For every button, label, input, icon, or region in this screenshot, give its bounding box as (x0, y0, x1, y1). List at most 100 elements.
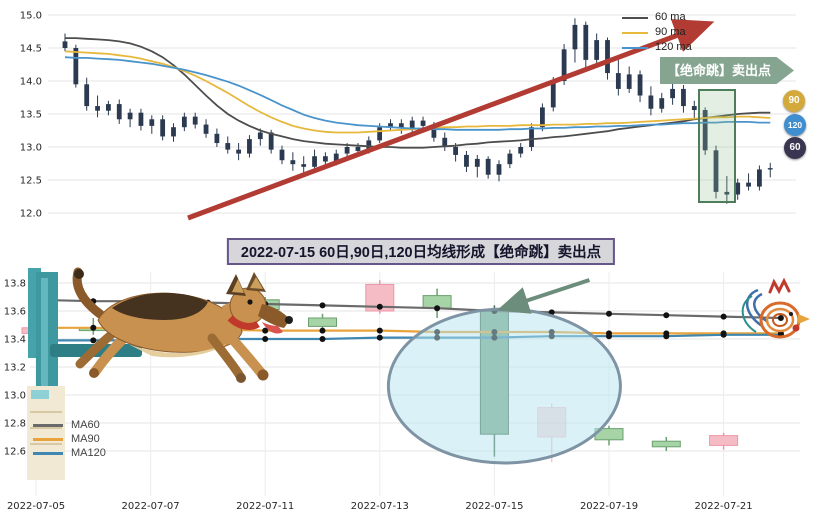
rooster-body-inner (765, 307, 795, 333)
candle-body (702, 110, 708, 151)
y-tick-label: 12.8 (4, 419, 26, 430)
candle-body (377, 127, 383, 141)
candle-body (442, 137, 448, 147)
dog-saddle (112, 292, 208, 320)
ma-marker-dot (90, 324, 97, 331)
daily-plot-area: 15.0 14.5 14.0 13.5 13.0 12.5 12.0 (20, 11, 796, 220)
x-tick-label: 2022-07-11 (236, 501, 294, 512)
platform-base-detail (31, 390, 49, 399)
dog-tail-tip (74, 269, 84, 279)
ma-marker-dot (376, 303, 383, 310)
ma-line-120ma (64, 56, 771, 131)
x-tick-label: 2022-07-13 (351, 501, 409, 512)
zoom-plot-area: 13.8 13.6 13.4 13.2 13.0 12.8 12.6 2022-07-05 20… (4, 272, 800, 512)
ma-marker-dot (319, 302, 326, 309)
sell-point-banner-label: 【绝命跳】卖出点 (666, 63, 771, 78)
dog-front-paw-far (236, 373, 246, 383)
y-tick-label: 13.2 (4, 363, 26, 374)
rooster-wattle (792, 324, 800, 332)
ma90-legend-label: 90 ma (655, 26, 686, 38)
ma-marker-dot (319, 327, 326, 334)
y-tick-label: 12.0 (20, 209, 42, 220)
callout-arrow (496, 278, 591, 314)
y-tick-label: 13.6 (4, 307, 26, 318)
candle-body (713, 150, 719, 192)
zoom-chart: 13.8 13.6 13.4 13.2 13.0 12.8 12.6 2022-07-05 20… (4, 267, 810, 512)
y-tick-label: 13.4 (4, 335, 26, 346)
candle-body (540, 107, 545, 128)
candle-body (84, 84, 90, 107)
candle-body (746, 182, 751, 187)
y-tick-label: 15.0 (20, 11, 42, 22)
candle-body (247, 139, 252, 154)
y-tick-label: 13.0 (4, 391, 26, 402)
x-tick-label: 2022-07-19 (580, 501, 638, 512)
candle-body (138, 112, 144, 126)
ma-marker-dot (262, 327, 269, 334)
dog-ear-inner (250, 277, 263, 289)
ma60-legend-label: 60 ma (655, 11, 686, 23)
candle-body (279, 149, 285, 161)
candle-body (116, 104, 122, 120)
candle-body (73, 48, 79, 85)
candle-body (323, 156, 328, 162)
dog-front-paw-near (257, 369, 269, 381)
legend-row-ma90: 90 ma (622, 25, 692, 40)
candle-body (583, 24, 589, 60)
y-tick-label: 14.0 (20, 77, 42, 88)
dog-eye (247, 299, 253, 305)
candle-body (485, 158, 491, 175)
y-tick-label: 13.5 (20, 110, 42, 121)
candle-body (333, 153, 339, 162)
legend-row-ma120: 120 ma (622, 40, 692, 55)
rooster-tail-teal (741, 295, 757, 333)
ma-marker-dot (720, 313, 727, 320)
platform-tower-stripe (41, 278, 48, 466)
candle-body (496, 164, 502, 175)
candle-body (572, 24, 578, 50)
candle (422, 288, 452, 318)
candle-body (106, 104, 111, 111)
ma-marker-dot (434, 305, 441, 312)
dog-front-leg-far (207, 333, 245, 381)
candle-body (214, 133, 220, 144)
candle-body (681, 88, 686, 107)
candle-body (420, 120, 426, 126)
dog-collar (227, 315, 260, 330)
candle-body (605, 40, 610, 74)
candle-body (670, 88, 675, 99)
ma-marker-dot (606, 310, 612, 317)
ma-marker-dot (90, 337, 97, 344)
ma60-badge: 60 (784, 137, 806, 159)
candle-body (171, 127, 176, 137)
x-tick-label: 2022-07-15 (465, 501, 523, 512)
candle-body (192, 116, 198, 125)
legend-row-ma60: MA60 (33, 418, 106, 432)
candle-body (290, 160, 296, 165)
ma120-line-swatch (622, 46, 648, 49)
y-tick-label: 12.5 (20, 176, 42, 187)
ma120-legend-label: MA120 (71, 447, 106, 459)
candle-body (431, 125, 437, 138)
candle-body (637, 74, 643, 96)
platform-base (27, 386, 65, 480)
rooster-eye (789, 312, 793, 316)
candle-body (709, 435, 739, 446)
daily-chart-legend: 60 ma 90 ma 120 ma (622, 10, 692, 55)
candle-body (149, 119, 155, 126)
candle-body (651, 440, 681, 448)
ma120-badge: 120 (784, 114, 806, 136)
rooster-body-core (772, 313, 788, 327)
candle-body (518, 147, 524, 154)
dog-muzzle (258, 304, 290, 328)
ma-marker-dot (777, 315, 784, 321)
ma-marker-dot (720, 331, 727, 338)
candle-body (344, 147, 350, 154)
candle (651, 437, 681, 451)
ma-marker-dot (663, 312, 670, 319)
ma90-legend-label: MA90 (71, 433, 100, 445)
candle-body (735, 182, 741, 195)
ma60-line-swatch (33, 423, 63, 427)
caption: 2022-07-15 60日,90日,120日均线形成【绝命跳】卖出点 (226, 238, 616, 265)
dog-hind-paw (89, 368, 99, 378)
